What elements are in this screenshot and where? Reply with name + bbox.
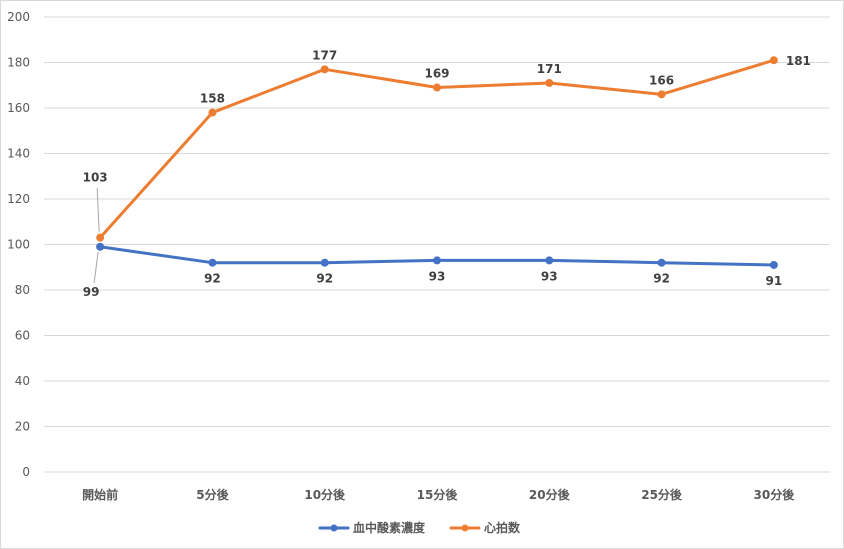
data-label-leader-line [93, 251, 99, 283]
data-point-series-0 [545, 256, 554, 265]
x-axis-tick-labels: 開始前 5分後 10分後 15分後 20分後 25分後 30分後 [82, 487, 795, 502]
data-point-series-0 [208, 258, 217, 267]
label-leader-lines [93, 187, 100, 283]
data-label-series-1: 166 [649, 73, 674, 87]
data-label-series-1: 177 [312, 48, 337, 62]
data-point-series-1 [545, 78, 554, 87]
data-point-series-1 [96, 233, 105, 242]
data-point-series-0 [657, 258, 666, 267]
data-point-series-1 [320, 65, 329, 74]
y-tick-label: 160 [7, 101, 30, 115]
y-axis-tick-labels: 0 20 40 60 80 100 120 140 160 180 200 [7, 10, 30, 479]
data-label-series-1: 169 [424, 67, 449, 81]
gridlines [44, 16, 830, 473]
y-tick-label: 120 [7, 192, 30, 206]
data-labels: 99 92 92 93 93 92 91 103 158 177 169 171 166 181 [83, 48, 811, 298]
data-point-series-0 [96, 242, 105, 251]
y-tick-label: 0 [22, 465, 30, 479]
data-label-series-0: 99 [83, 285, 100, 299]
data-label-series-0: 91 [766, 274, 783, 288]
y-tick-label: 100 [7, 238, 30, 252]
data-point-series-0 [769, 260, 778, 269]
data-label-series-0: 92 [204, 272, 221, 286]
legend-label: 心拍数 [484, 520, 521, 535]
x-tick-label: 30分後 [754, 487, 796, 502]
data-label-series-0: 93 [541, 269, 558, 283]
x-tick-label: 25分後 [641, 487, 683, 502]
legend-label: 血中酸素濃度 [353, 520, 426, 535]
data-label-series-0: 92 [316, 272, 333, 286]
y-tick-label: 200 [7, 10, 30, 24]
y-tick-label: 140 [7, 147, 30, 161]
legend-swatch-marker [330, 524, 338, 532]
x-tick-label: 5分後 [196, 487, 229, 502]
data-point-series-0 [433, 256, 441, 265]
y-tick-label: 20 [15, 420, 30, 434]
data-point-series-1 [433, 83, 441, 92]
x-tick-label: 15分後 [417, 487, 459, 502]
x-tick-label: 開始前 [82, 487, 118, 502]
data-label-series-0: 93 [429, 269, 446, 283]
data-point-series-0 [320, 258, 329, 267]
data-point-series-1 [769, 56, 778, 65]
x-tick-label: 10分後 [304, 487, 346, 502]
data-label-series-1: 181 [786, 54, 811, 68]
data-label-series-1: 103 [83, 171, 108, 185]
x-tick-label: 20分後 [529, 487, 571, 502]
y-tick-label: 40 [15, 374, 30, 388]
y-tick-label: 80 [15, 283, 30, 297]
data-label-series-0: 92 [653, 272, 670, 286]
data-point-series-1 [657, 90, 666, 99]
data-label-series-1: 158 [200, 92, 225, 106]
data-label-series-1: 171 [537, 62, 562, 76]
series-lines [96, 56, 778, 269]
y-tick-label: 180 [7, 56, 30, 70]
legend: 血中酸素濃度 心拍数 [318, 520, 521, 535]
legend-swatch-marker [461, 524, 469, 532]
data-label-leader-line [96, 187, 100, 232]
data-point-series-1 [208, 108, 217, 117]
y-tick-label: 60 [15, 329, 30, 343]
